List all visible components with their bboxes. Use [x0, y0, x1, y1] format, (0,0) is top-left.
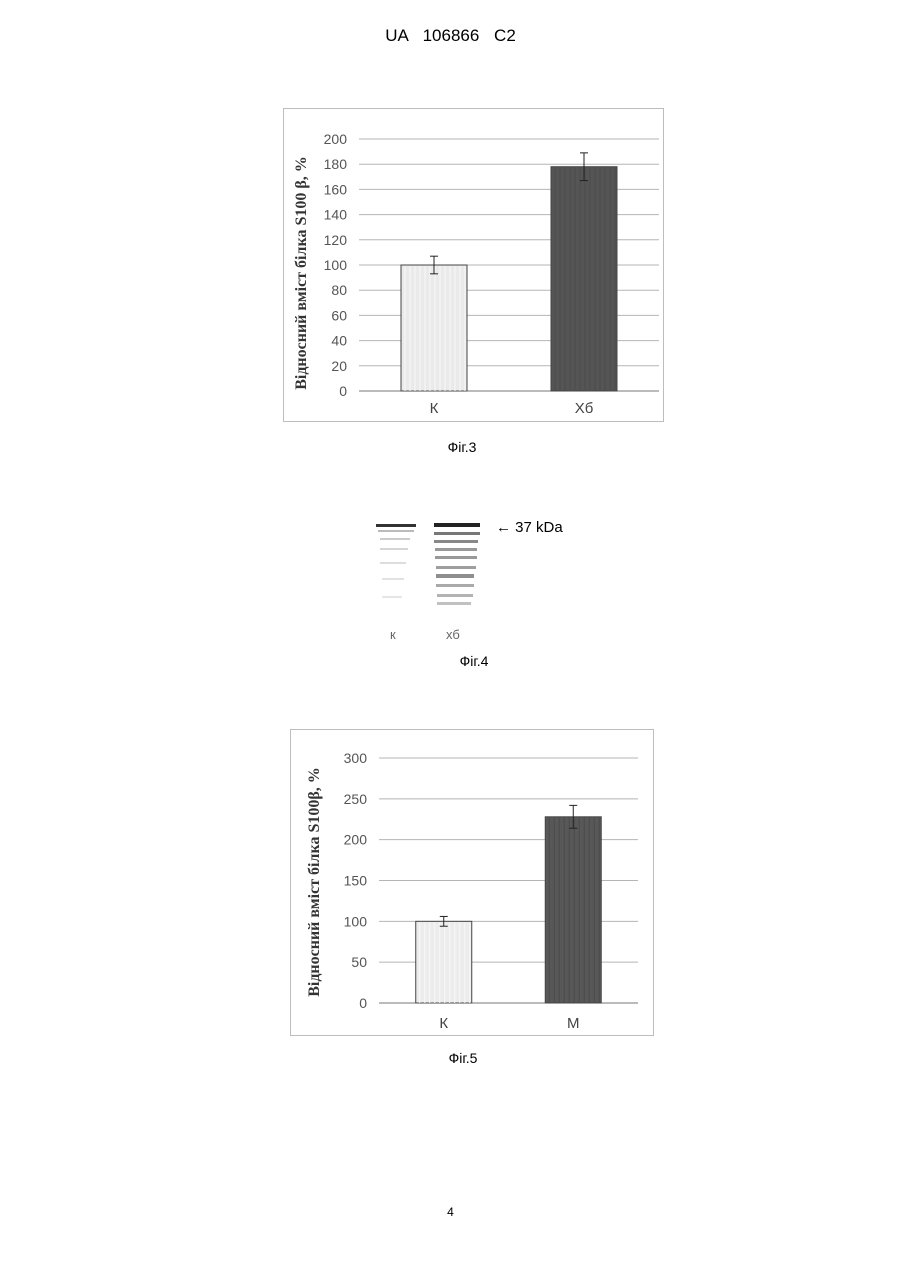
y-tick-label: 0: [339, 383, 347, 399]
y-tick-label: 150: [344, 873, 368, 889]
y-tick-label: 100: [324, 257, 348, 273]
bar-0: [401, 265, 467, 391]
figure-4-caption: Фіг.4: [414, 653, 534, 669]
page-number: 4: [0, 1205, 901, 1219]
gel-svg: ← 37 kDa к хб: [368, 512, 578, 644]
lane-label-xb: хб: [446, 627, 460, 642]
y-tick-label: 300: [344, 750, 368, 766]
lane-label-k: к: [390, 627, 396, 642]
figure-4-gel-image: ← 37 kDa к хб: [368, 512, 578, 644]
y-axis-label: Відносний вміст білка S100 β, %: [293, 156, 310, 390]
figure-5-caption: Фіг.5: [403, 1050, 523, 1066]
category-label: Хб: [575, 400, 594, 417]
y-tick-label: 200: [344, 832, 368, 848]
figure-5-svg: 0 50 100 150 200 250 300 К М Відносний вміст білк…: [291, 730, 653, 1035]
figure-5-chart: 0 50 100 150 200 250 300 К М Відносний вміст білк…: [290, 729, 654, 1036]
y-tick-label: 0: [359, 995, 367, 1011]
y-tick-label: 40: [331, 333, 347, 349]
lane-k: [376, 524, 416, 598]
y-tick-label: 180: [324, 156, 348, 172]
bar-0: [416, 921, 472, 1003]
figure-3-chart: 0 20 40 60 80 100 120 140 160 180 200 К Хб Відносний …: [283, 108, 664, 422]
y-tick-label: 140: [324, 207, 348, 223]
y-tick-label: 20: [331, 358, 347, 374]
category-label: К: [439, 1015, 448, 1032]
figure-3-svg: 0 20 40 60 80 100 120 140 160 180 200 К Хб Відносний …: [284, 109, 663, 421]
y-tick-label: 160: [324, 181, 348, 197]
document-header: UA 106866 C2: [0, 26, 901, 46]
y-tick-label: 120: [324, 232, 348, 248]
y-tick-label: 50: [351, 954, 367, 970]
lane-xb: [434, 523, 480, 605]
y-tick-label: 200: [324, 131, 348, 147]
category-label: К: [430, 400, 439, 417]
bar-1: [551, 167, 617, 391]
y-tick-label: 250: [344, 791, 368, 807]
y-axis-label: Відносний вміст білка S100β, %: [306, 767, 323, 997]
y-tick-label: 100: [344, 913, 368, 929]
figure-3-caption: Фіг.3: [402, 439, 522, 455]
bar-1: [545, 817, 601, 1003]
category-label: М: [567, 1015, 580, 1032]
marker-label: ← 37 kDa: [496, 519, 563, 536]
y-tick-label: 60: [331, 307, 347, 323]
y-tick-label: 80: [331, 282, 347, 298]
